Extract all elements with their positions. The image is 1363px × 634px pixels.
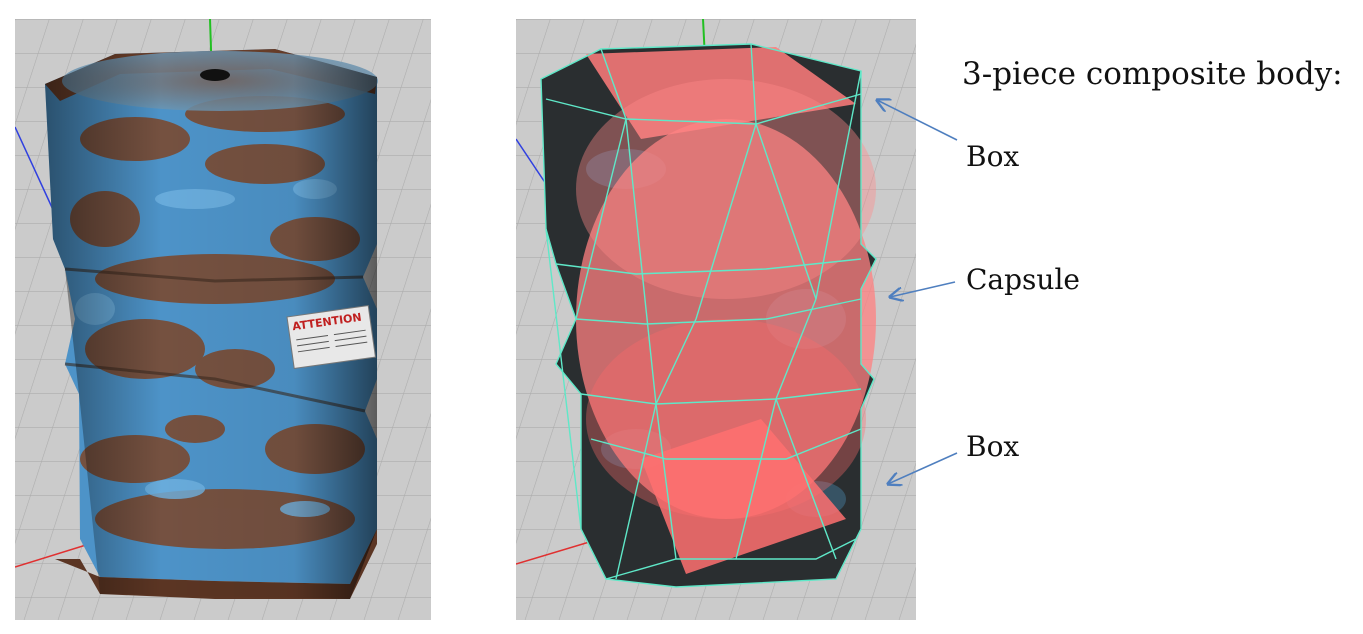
- collision-box-bottom: [641, 419, 846, 574]
- wireframe-mesh: [540, 43, 877, 588]
- collision-box-top: [586, 47, 856, 139]
- axis-z: [15, 126, 56, 215]
- collision-body-viewport: [516, 19, 916, 620]
- composite-body-title: 3-piece composite body:: [962, 56, 1343, 92]
- textured-barrel-render: ATTENTION: [15, 19, 431, 620]
- collision-body-render: [516, 19, 916, 620]
- label-box-bottom: Box: [966, 430, 1020, 463]
- label-box-top: Box: [966, 140, 1020, 173]
- barrel: ATTENTION: [45, 49, 378, 599]
- attention-label: ATTENTION: [286, 305, 377, 370]
- textured-barrel-viewport: ATTENTION: [15, 19, 431, 620]
- label-capsule: Capsule: [966, 263, 1080, 296]
